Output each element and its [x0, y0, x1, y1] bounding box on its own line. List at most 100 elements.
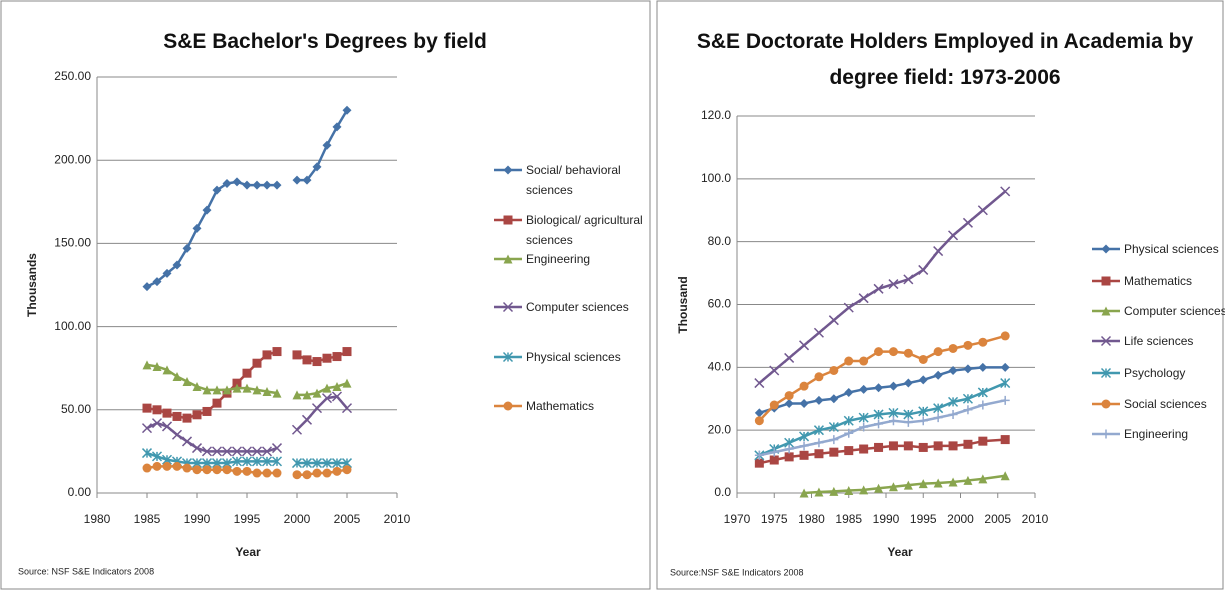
data-point — [844, 356, 854, 366]
data-point — [784, 452, 794, 462]
data-point — [172, 260, 182, 270]
data-point — [888, 441, 898, 451]
data-point — [251, 456, 263, 467]
data-point — [271, 456, 283, 467]
data-point — [828, 421, 839, 433]
data-point — [302, 470, 312, 480]
x-tick-label: 1990 — [873, 512, 900, 526]
y-tick-label: 250.00 — [54, 69, 91, 83]
data-point — [858, 412, 869, 423]
data-point — [302, 355, 312, 365]
data-point — [903, 441, 913, 451]
y-tick-label: 80.0 — [708, 234, 732, 248]
data-point — [799, 450, 809, 460]
legend-label: Psychology — [1124, 366, 1186, 380]
data-point — [302, 390, 312, 400]
data-point — [799, 441, 809, 451]
data-point — [172, 461, 182, 471]
data-point — [963, 475, 973, 485]
data-point — [301, 414, 313, 425]
source-note: Source:NSF S&E Indicators 2008 — [670, 567, 804, 577]
data-point — [1000, 378, 1011, 389]
legend-marker — [1101, 399, 1111, 409]
data-point — [1000, 362, 1010, 372]
data-point — [202, 406, 212, 416]
data-point — [754, 458, 764, 468]
data-point — [182, 413, 192, 423]
data-point — [272, 388, 282, 398]
data-point — [292, 470, 302, 480]
data-point — [202, 465, 212, 475]
data-point — [978, 436, 988, 446]
data-point — [978, 362, 988, 372]
data-point — [754, 416, 764, 426]
data-point — [963, 405, 973, 415]
data-point — [918, 416, 928, 426]
data-point — [192, 410, 202, 420]
data-point — [918, 442, 928, 452]
data-point — [873, 409, 884, 420]
data-point — [152, 277, 162, 287]
data-point — [221, 446, 233, 457]
data-point — [322, 140, 332, 150]
data-point — [312, 162, 322, 172]
data-point — [888, 416, 898, 426]
data-point — [331, 391, 343, 402]
data-point — [311, 458, 323, 469]
data-point — [332, 122, 342, 132]
data-point — [933, 441, 943, 451]
data-point — [192, 223, 202, 233]
data-point — [241, 456, 253, 467]
data-point — [977, 205, 988, 216]
data-point — [859, 422, 869, 432]
data-point — [814, 438, 824, 448]
x-tick-label: 1980 — [798, 512, 825, 526]
x-tick-label: 1985 — [134, 512, 161, 526]
data-point — [754, 450, 764, 460]
data-point — [948, 343, 958, 353]
data-point — [814, 372, 824, 382]
data-point — [142, 403, 152, 413]
data-point — [977, 387, 988, 398]
data-point — [162, 365, 172, 375]
data-point — [918, 264, 929, 275]
data-point — [232, 383, 242, 393]
legend-marker — [503, 254, 513, 264]
data-point — [232, 466, 242, 476]
x-axis-label: Year — [887, 545, 913, 559]
x-axis-label: Year — [235, 545, 261, 559]
data-point — [172, 372, 182, 382]
data-point — [202, 205, 212, 215]
series-line — [758, 190, 1007, 384]
data-point — [784, 398, 794, 408]
data-point — [152, 362, 162, 372]
data-point — [272, 347, 282, 357]
data-point — [933, 413, 943, 423]
data-point — [903, 274, 914, 285]
data-point — [222, 465, 232, 475]
data-point — [903, 378, 913, 388]
x-tick-label: 2000 — [947, 512, 974, 526]
data-point — [888, 407, 899, 418]
data-point — [918, 479, 928, 489]
legend-label: Engineering — [1124, 427, 1189, 441]
legend-label: Mathematics — [526, 399, 595, 413]
x-tick-label: 2010 — [1022, 512, 1049, 526]
data-point — [291, 424, 303, 435]
data-point — [162, 268, 172, 278]
legend-label: Physical sciences — [1124, 242, 1219, 256]
data-point — [784, 352, 795, 363]
data-point — [332, 352, 342, 362]
data-point — [322, 353, 332, 363]
legend-label: Computer sciences — [526, 300, 629, 314]
data-point — [933, 478, 943, 488]
x-tick-label: 1980 — [84, 512, 111, 526]
data-point — [769, 400, 779, 410]
data-point — [231, 446, 243, 457]
legend-label: Computer sciences — [1124, 304, 1225, 318]
data-point — [181, 436, 193, 447]
data-point — [813, 327, 824, 338]
data-point — [918, 375, 928, 385]
data-point — [978, 400, 988, 410]
legend-marker — [502, 351, 514, 363]
